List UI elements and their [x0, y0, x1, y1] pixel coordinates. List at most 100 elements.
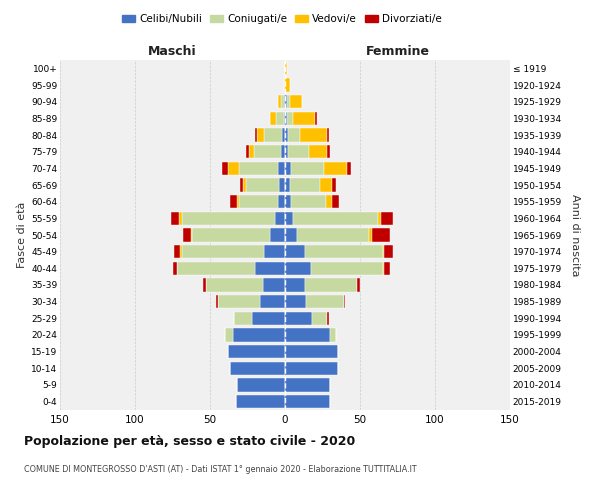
Legend: Celibi/Nubili, Coniugati/e, Vedovi/e, Divorziati/e: Celibi/Nubili, Coniugati/e, Vedovi/e, Di…	[118, 10, 446, 29]
Bar	[177, 262, 255, 275]
Bar	[324, 162, 347, 175]
Bar	[284, 95, 285, 108]
Bar	[255, 128, 257, 141]
Bar	[285, 162, 291, 175]
Bar	[277, 195, 285, 208]
Y-axis label: Anni di nascita: Anni di nascita	[571, 194, 580, 276]
Bar	[291, 195, 325, 208]
Bar	[239, 162, 277, 175]
Bar	[260, 295, 285, 308]
Bar	[325, 195, 331, 208]
Bar	[285, 228, 297, 241]
Bar	[285, 128, 288, 141]
Bar	[288, 145, 309, 158]
Bar	[182, 245, 264, 258]
Bar	[225, 328, 233, 342]
Bar	[281, 95, 284, 108]
Bar	[229, 362, 285, 375]
Bar	[300, 128, 327, 141]
Bar	[312, 312, 327, 325]
Bar	[381, 212, 393, 225]
Bar	[270, 228, 285, 241]
Bar	[291, 162, 324, 175]
Bar	[235, 395, 285, 408]
Bar	[285, 178, 290, 192]
Bar	[293, 112, 315, 125]
Bar	[254, 145, 281, 158]
Bar	[285, 278, 305, 291]
Bar	[378, 212, 381, 225]
Bar	[327, 128, 329, 141]
Bar	[192, 228, 270, 241]
Bar	[285, 195, 291, 208]
Bar	[234, 312, 252, 325]
Bar	[285, 345, 337, 358]
Bar	[297, 228, 369, 241]
Bar	[216, 295, 218, 308]
Bar	[285, 295, 306, 308]
Bar	[327, 145, 330, 158]
Bar	[229, 195, 237, 208]
Bar	[285, 378, 330, 392]
Bar	[233, 328, 285, 342]
Bar	[285, 312, 312, 325]
Bar	[284, 112, 285, 125]
Bar	[239, 195, 277, 208]
Bar	[285, 112, 287, 125]
Bar	[277, 95, 281, 108]
Bar	[270, 112, 276, 125]
Bar	[182, 212, 275, 225]
Bar	[243, 178, 246, 192]
Text: Popolazione per età, sesso e stato civile - 2020: Popolazione per età, sesso e stato civil…	[24, 435, 355, 448]
Bar	[309, 145, 327, 158]
Bar	[228, 345, 285, 358]
Bar	[281, 145, 285, 158]
Bar	[180, 245, 182, 258]
Bar	[287, 112, 293, 125]
Bar	[383, 245, 384, 258]
Bar	[372, 228, 390, 241]
Bar	[285, 145, 288, 158]
Bar	[327, 312, 329, 325]
Bar	[285, 78, 290, 92]
Bar	[191, 228, 192, 241]
Bar	[252, 312, 285, 325]
Bar	[285, 395, 330, 408]
Bar	[285, 62, 287, 75]
Bar	[277, 162, 285, 175]
Bar	[249, 145, 254, 158]
Bar	[290, 178, 320, 192]
Bar	[174, 245, 180, 258]
Bar	[285, 262, 311, 275]
Bar	[237, 378, 285, 392]
Bar	[285, 328, 330, 342]
Bar	[264, 245, 285, 258]
Bar	[228, 162, 239, 175]
Bar	[357, 278, 360, 291]
Bar	[285, 245, 305, 258]
Bar	[347, 162, 351, 175]
Bar	[343, 295, 345, 308]
Bar	[276, 112, 284, 125]
Bar	[384, 262, 390, 275]
Bar	[330, 328, 336, 342]
Bar	[305, 245, 383, 258]
Bar	[203, 278, 205, 291]
Bar	[285, 362, 337, 375]
Bar	[290, 95, 302, 108]
Bar	[183, 228, 191, 241]
Bar	[205, 278, 263, 291]
Bar	[255, 262, 285, 275]
Bar	[284, 78, 285, 92]
Bar	[311, 262, 383, 275]
Bar	[383, 262, 384, 275]
Bar	[315, 112, 317, 125]
Bar	[285, 95, 287, 108]
Bar	[257, 128, 264, 141]
Bar	[287, 95, 290, 108]
Bar	[264, 128, 282, 141]
Bar	[179, 212, 182, 225]
Bar	[331, 195, 339, 208]
Text: Femmine: Femmine	[365, 44, 430, 58]
Bar	[305, 278, 357, 291]
